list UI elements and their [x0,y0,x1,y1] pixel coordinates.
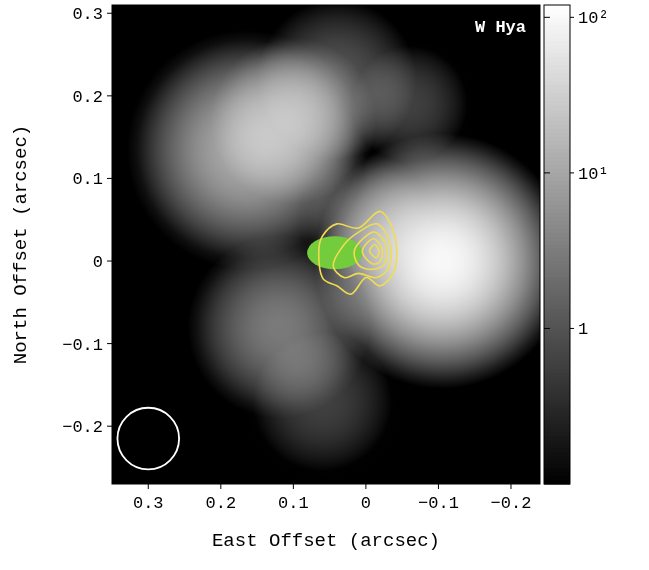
y-tick-label: −0.2 [62,418,103,437]
y-tick-label: 0.2 [72,88,103,107]
y-tick [107,343,112,344]
y-axis-title: North Offset (arcsec) [10,125,32,364]
x-tick [293,484,294,489]
x-tick-label: −0.1 [418,494,459,513]
x-tick [220,484,221,489]
colorbar-tick [570,172,574,173]
y-tick [107,13,112,14]
x-tick [148,484,149,489]
y-tick-label: 0.3 [72,5,103,24]
chart: W Hya 0.3 0.2 0.1 0 −0.1 −0.2 −0.2 −0.1 0 0.1 0.2 0.… [0,0,649,570]
colorbar-tick-label: 10¹ [578,165,609,184]
y-tick [107,261,112,262]
colorbar [544,5,570,485]
x-tick-label: 0.1 [278,494,309,513]
colorbar-tick-label: 10² [578,9,609,28]
y-tick-label: −0.1 [62,336,103,355]
colorbar-tick [570,17,574,18]
plot-frame [112,5,540,484]
contour [333,224,391,278]
x-tick [438,484,439,489]
x-tick [365,484,366,489]
colorbar-tick-label: 1 [578,320,588,339]
colorbar-tick [570,328,574,329]
x-tick-label: 0 [361,494,371,513]
contour [354,232,387,269]
x-axis-title: East Offset (arcsec) [212,530,440,552]
y-tick [107,426,112,427]
contour [370,245,379,258]
y-tick [107,178,112,179]
y-tick-label: 0.1 [72,170,103,189]
beam [117,408,179,470]
y-tick-label: 0 [93,253,103,272]
colorbar-frame [544,5,570,484]
colorbar-tick [544,172,550,173]
colorbar-tick [544,17,550,18]
colorbar-tick [544,328,550,329]
contour [319,211,397,294]
contour [362,239,382,264]
y-tick [107,95,112,96]
emission-source [250,104,482,336]
x-tick-label: −0.2 [491,494,532,513]
x-tick-label: 0.2 [206,494,237,513]
title: W Hya [475,18,526,37]
plot-marks [112,5,540,484]
x-tick [510,484,511,489]
x-tick-label: 0.3 [133,494,164,513]
